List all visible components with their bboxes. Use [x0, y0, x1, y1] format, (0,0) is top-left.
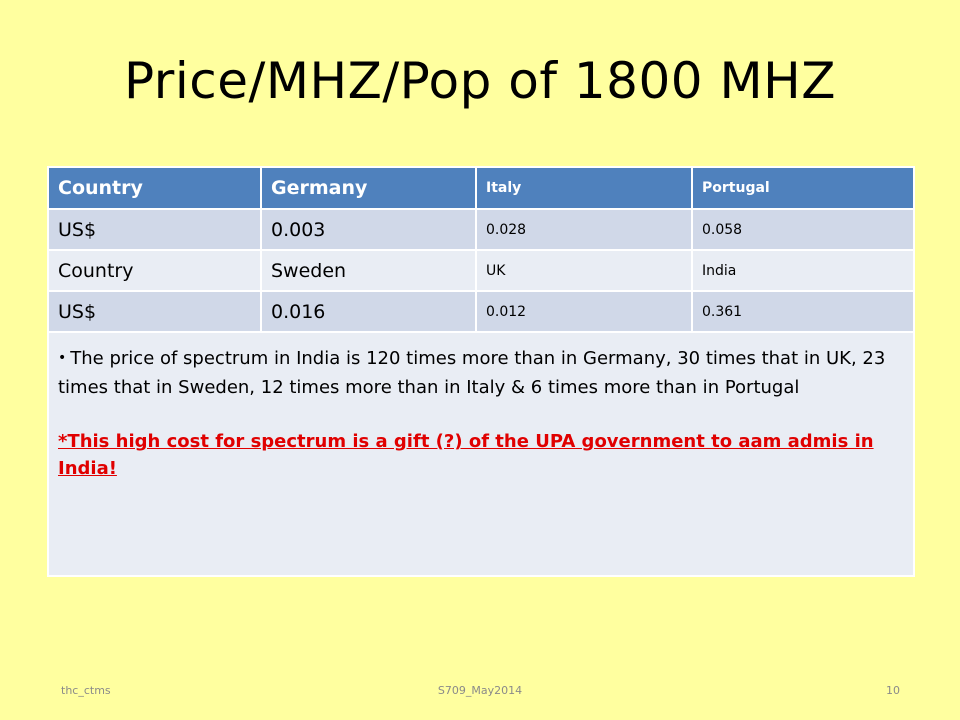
note-row: • The price of spectrum in India is 120 t…: [47, 331, 915, 577]
table-cell: 0.058: [691, 208, 915, 251]
table-cell: US$: [47, 208, 262, 251]
table-cell: 0.016: [260, 290, 477, 333]
header-cell: Portugal: [691, 166, 915, 210]
price-table: Country Germany Italy Portugal US$ 0.003…: [47, 166, 915, 577]
table-cell: 0.028: [475, 208, 693, 251]
table-cell: India: [691, 249, 915, 292]
table-header-row: Country Germany Italy Portugal: [47, 166, 915, 210]
header-cell: Country: [47, 166, 262, 210]
bullet-icon: •: [58, 350, 67, 366]
table-cell: UK: [475, 249, 693, 292]
table-row: Country Sweden UK India: [47, 249, 915, 292]
footer-center: S709_May2014: [437, 684, 523, 697]
table-cell: 0.003: [260, 208, 477, 251]
table-cell: 0.012: [475, 290, 693, 333]
table-cell: 0.361: [691, 290, 915, 333]
highlight-text: *This high cost for spectrum is a gift (…: [58, 431, 874, 479]
note-cell: • The price of spectrum in India is 120 t…: [47, 331, 915, 577]
header-cell: Italy: [475, 166, 693, 210]
footer-left: thc_ctms: [61, 684, 111, 697]
page-number: 10: [886, 684, 900, 697]
table-cell: Country: [47, 249, 262, 292]
table-row: US$ 0.003 0.028 0.058: [47, 208, 915, 251]
table-cell: US$: [47, 290, 262, 333]
header-cell: Germany: [260, 166, 477, 210]
note-paragraph: • The price of spectrum in India is 120 t…: [58, 345, 903, 401]
note-text: The price of spectrum in India is 120 ti…: [58, 348, 886, 398]
table-row: US$ 0.016 0.012 0.361: [47, 290, 915, 333]
table-cell: Sweden: [260, 249, 477, 292]
slide-title: Price/MHZ/Pop of 1800 MHZ: [124, 52, 836, 110]
